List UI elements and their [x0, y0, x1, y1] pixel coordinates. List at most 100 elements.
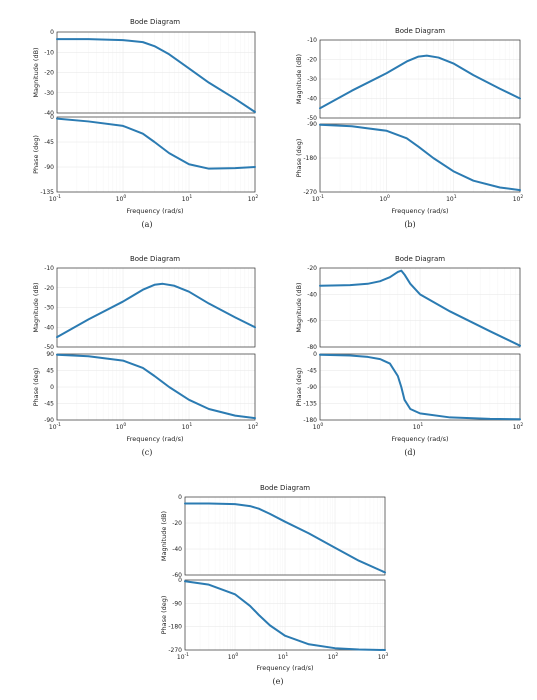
- panel-a-xtick-label: 102: [248, 194, 259, 203]
- panel-c-magnitude-ytick-label: -30: [44, 305, 54, 312]
- panel-a-xtick-label: 10-1: [49, 194, 61, 203]
- panel-b-phase-ytick-label: -90: [307, 121, 317, 128]
- panel-b-magnitude-ytick-label: -20: [307, 57, 317, 64]
- panel-a-caption: (a): [141, 220, 152, 229]
- panel-a-magnitude-ytick-label: -40: [44, 110, 54, 117]
- panel-b-phase-ytick-label: -270: [303, 189, 317, 196]
- panel-d-phase-plot: 0 -45 -90 -135 -180 Phase (deg): [295, 351, 521, 424]
- panel-b-magnitude-plot: -10 -20 -30 -40 -50 Magnitude (dB): [295, 37, 521, 122]
- panel-e-xtick-label: 10-1: [177, 652, 189, 661]
- panel-b-caption: (b): [404, 220, 415, 229]
- panel-a-magnitude-curve: [56, 38, 256, 113]
- panel-d-xtick-label: 100: [313, 422, 324, 431]
- panel-b-magnitude-ytick-label: -30: [307, 76, 317, 83]
- panel-e-xtick-label: 103: [378, 652, 389, 661]
- panel-a-phase-ylabel: Phase (deg): [32, 135, 40, 174]
- panel-b-phase-frame: [319, 123, 521, 193]
- panel-e-magnitude-plot: 0 -20 -40 -60 Magnitude (dB): [160, 494, 386, 579]
- panel-c-title: Bode Diagram: [130, 255, 180, 263]
- panel-c-magnitude-ytick-label: -10: [44, 265, 54, 272]
- panel-a-magnitude-ytick-label: 0: [50, 29, 54, 36]
- panel-c-magnitude-ytick-label: -40: [44, 324, 54, 331]
- panel-e-phase-frame: [184, 579, 386, 651]
- panel-a-magnitude-ytick-label: -10: [44, 49, 54, 56]
- panel-a-xtick-label: 101: [182, 194, 193, 203]
- panel-b-magnitude-ytick-label: -50: [307, 115, 317, 122]
- panel-a-phase-ytick-label: 0: [50, 114, 54, 121]
- panel-e-magnitude-ytick-label: 0: [178, 494, 182, 501]
- panel-e-phase-curve: [184, 580, 386, 651]
- panel-c-magnitude-ytick-label: -20: [44, 285, 54, 292]
- panel-c-xlabel: Frequency (rad/s): [126, 435, 183, 443]
- panel-b-phase-curve: [319, 123, 521, 192]
- panel-e-magnitude-curve: [184, 502, 386, 574]
- panel-d-phase-ytick-label: -45: [307, 368, 317, 375]
- panel-e-xlabel: Frequency (rad/s): [256, 664, 313, 672]
- panel-b-xtick-label: 102: [513, 194, 524, 203]
- panel-d-magnitude-frame: [319, 267, 521, 348]
- panel-a-magnitude-ylabel: Magnitude (dB): [32, 47, 40, 97]
- panel-d-magnitude-ytick-label: -20: [307, 265, 317, 272]
- panel-b-phase-plot: -90 -180 -270 Phase (deg): [295, 121, 521, 196]
- panel-d-phase-ytick-label: 0: [313, 351, 317, 358]
- panel-b-magnitude-ylabel: Magnitude (dB): [295, 54, 303, 104]
- panel-a-title: Bode Diagram: [130, 18, 180, 26]
- panel-c-magnitude-ytick-label: -50: [44, 344, 54, 351]
- panel-e: Bode Diagram 0 -20 -40 -60 Magnitude (dB) 0 -90…: [160, 484, 388, 686]
- panel-d-magnitude-ytick-label: -60: [307, 318, 317, 325]
- panel-a-phase-frame: [56, 116, 256, 193]
- panel-d-phase-ytick-label: -180: [303, 417, 317, 424]
- panel-b-magnitude-ytick-label: -40: [307, 96, 317, 103]
- panel-e-caption: (e): [273, 677, 284, 686]
- panel-a-magnitude-ytick-label: -20: [44, 70, 54, 77]
- panel-c-xtick-label: 10-1: [49, 422, 61, 431]
- panel-e-title: Bode Diagram: [260, 484, 310, 492]
- panel-e-phase-ylabel: Phase (deg): [160, 596, 168, 635]
- panel-e-phase-ytick-label: 0: [178, 577, 182, 584]
- panel-b-phase-ylabel: Phase (deg): [295, 139, 303, 178]
- panel-b-phase-ytick-label: -180: [303, 155, 317, 162]
- panel-c-phase-ylabel: Phase (deg): [32, 368, 40, 407]
- panel-a-magnitude-plot: 0 -10 -20 -30 -40 Magnitude (dB): [32, 29, 256, 117]
- panel-e-phase-ytick-label: -270: [168, 647, 182, 654]
- panel-d-phase-ytick-label: -90: [307, 384, 317, 391]
- panel-e-xtick-label: 101: [278, 652, 289, 661]
- panel-c-phase-frame: [56, 353, 256, 421]
- panel-c-caption: (c): [142, 448, 153, 457]
- panel-c-phase-ytick-label: 0: [50, 384, 54, 391]
- panel-b: Bode Diagram -10 -20 -30 -40 -50 Magnitude (dB…: [295, 27, 523, 229]
- panel-a-magnitude-frame: [56, 31, 256, 114]
- panel-e-phase-ytick-label: -180: [168, 624, 182, 631]
- panel-e-xtick-label: 100: [228, 652, 239, 661]
- panel-a-magnitude-ytick-label: -30: [44, 90, 54, 97]
- panel-d-magnitude-ytick-label: -40: [307, 291, 317, 298]
- panel-d-title: Bode Diagram: [395, 255, 445, 263]
- panel-e-phase-ytick-label: -90: [172, 600, 182, 607]
- panel-e-magnitude-ytick-label: -40: [172, 546, 182, 553]
- panel-d-phase-ylabel: Phase (deg): [295, 368, 303, 407]
- panel-c-xtick-label: 101: [182, 422, 193, 431]
- panel-a-phase-ytick-label: -90: [44, 164, 54, 171]
- panel-a-xlabel: Frequency (rad/s): [126, 207, 183, 215]
- panel-b-title: Bode Diagram: [395, 27, 445, 35]
- panel-a-xtick-label: 100: [116, 194, 127, 203]
- panel-d-xtick-label: 102: [513, 422, 524, 431]
- panel-b-xtick-label: 100: [379, 194, 390, 203]
- panel-d-phase-frame: [319, 353, 521, 421]
- panel-c-phase-ytick-label: -90: [44, 417, 54, 424]
- panel-d-phase-ytick-label: -135: [303, 401, 317, 408]
- panel-a-phase-ytick-label: -135: [40, 189, 54, 196]
- panel-d-magnitude-ylabel: Magnitude (dB): [295, 282, 303, 332]
- panel-c-magnitude-ylabel: Magnitude (dB): [32, 282, 40, 332]
- panel-a-phase-plot: 0 -45 -90 -135 Phase (deg): [32, 114, 256, 196]
- panel-d-magnitude-curve: [319, 269, 521, 347]
- panel-a-phase-curve: [56, 117, 256, 170]
- panel-d-phase-curve: [319, 353, 521, 421]
- panel-c-xtick-label: 102: [248, 422, 259, 431]
- panel-b-xlabel: Frequency (rad/s): [391, 207, 448, 215]
- panel-c-phase-ytick-label: -45: [44, 401, 54, 408]
- panel-e-magnitude-ytick-label: -20: [172, 520, 182, 527]
- panel-e-phase-plot: 0 -90 -180 -270 Phase (deg): [160, 577, 386, 654]
- panel-c-phase-plot: 90 45 0 -45 -90 Phase (deg): [32, 351, 256, 424]
